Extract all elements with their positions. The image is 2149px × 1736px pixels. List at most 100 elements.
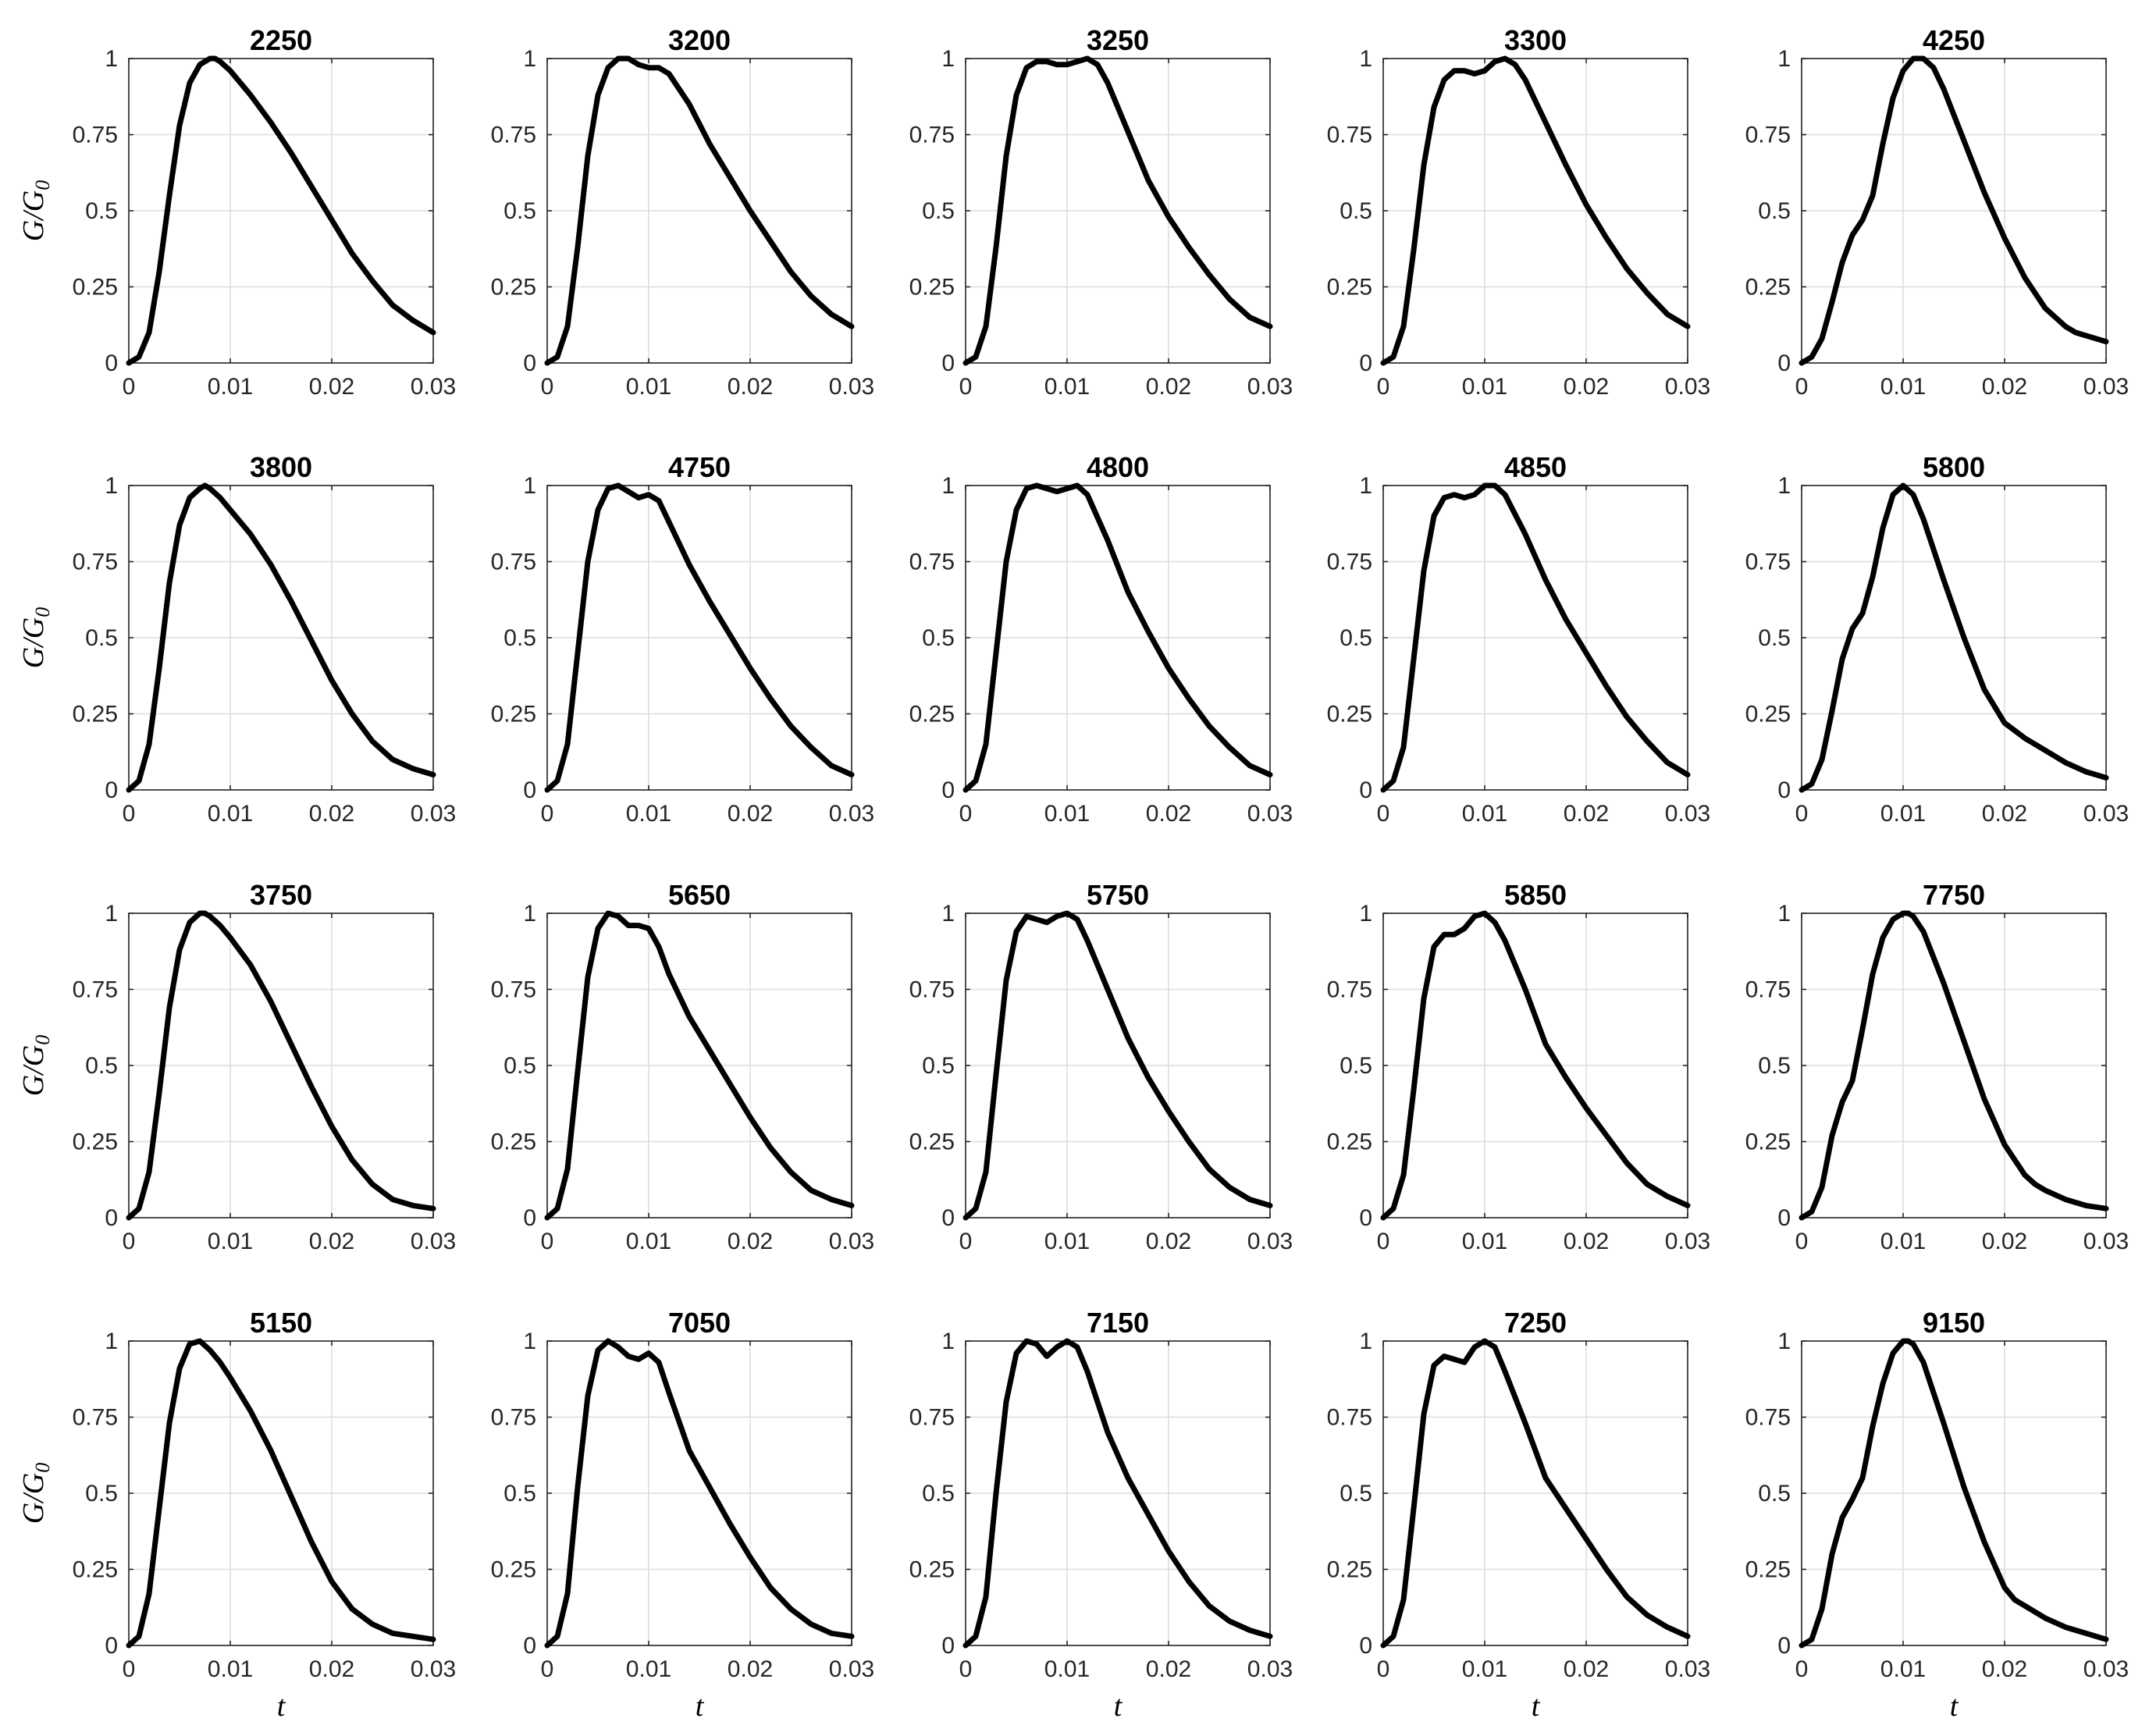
x-tick-label: 0.02 [309, 1229, 354, 1254]
y-tick-label: 0.75 [909, 123, 955, 148]
x-axis-label: t [277, 1690, 286, 1723]
y-tick-label: 0 [1359, 1205, 1372, 1231]
y-tick-label: 0.5 [85, 1481, 118, 1507]
subplot-7050: 0 0.01 0.02 0.03 0 0.25 0.5 0.75 1 7050 t [491, 1307, 875, 1723]
y-tick-label: 0.5 [922, 625, 955, 651]
x-tick-label: 0.03 [1665, 801, 1710, 827]
x-tick-label: 0.03 [411, 801, 456, 827]
y-tick-label: 0 [1359, 350, 1372, 376]
series-line-0 [962, 1338, 1273, 1649]
y-tick-label: 0.25 [1745, 1129, 1791, 1155]
y-tick-label: 0.5 [922, 1053, 955, 1079]
x-tick-label: 0 [1377, 1229, 1390, 1254]
y-tick-label: 1 [1777, 1329, 1791, 1354]
y-tick-label: 0.5 [922, 198, 955, 224]
x-tick-label: 0.01 [1462, 374, 1507, 400]
y-tick-label: 0.5 [503, 625, 536, 651]
y-tick-label: 1 [523, 473, 536, 499]
subplot-5850: 0 0.01 0.02 0.03 0 0.25 0.5 0.75 1 5850 [1327, 879, 1711, 1254]
y-tick-label: 0.25 [909, 1557, 955, 1583]
x-tick-label: 0.01 [1462, 1656, 1507, 1682]
y-tick-label: 0.5 [85, 198, 118, 224]
y-tick-label: 1 [105, 473, 118, 499]
y-tick-label: 0.75 [1327, 977, 1372, 1003]
y-tick-label: 0.75 [1745, 977, 1791, 1003]
subplot-title: 4850 [1504, 451, 1567, 483]
subplot-3750: 0 0.01 0.02 0.03 0 0.25 0.5 0.75 1 3750 G/G0 [17, 879, 456, 1254]
y-tick-label: 0.75 [491, 977, 536, 1003]
subplot-5800: 0 0.01 0.02 0.03 0 0.25 0.5 0.75 1 5800 [1745, 451, 2129, 827]
series-line-0 [1380, 55, 1691, 366]
series-line-0 [1799, 482, 2109, 793]
x-tick-label: 0.03 [1665, 374, 1710, 400]
subplot-title: 4800 [1087, 451, 1149, 483]
subplot-title: 7050 [668, 1307, 731, 1339]
x-tick-label: 0 [959, 801, 973, 827]
y-tick-label: 0.75 [1327, 550, 1372, 575]
series-line-0 [1799, 1338, 2109, 1649]
series-line-0 [1799, 55, 2109, 366]
x-tick-label: 0.01 [208, 801, 253, 827]
y-tick-label: 0.5 [1340, 1053, 1372, 1079]
x-tick-label: 0.02 [1146, 801, 1191, 827]
x-tick-label: 0 [541, 1229, 554, 1254]
y-tick-label: 1 [1359, 46, 1372, 72]
x-tick-label: 0.02 [1146, 1229, 1191, 1254]
x-tick-label: 0.02 [728, 374, 773, 400]
y-tick-label: 0.25 [1327, 702, 1372, 727]
y-tick-label: 0 [1359, 777, 1372, 803]
series-line-0 [544, 1338, 855, 1649]
x-tick-label: 0.03 [829, 1229, 874, 1254]
y-tick-label: 0.5 [1758, 625, 1791, 651]
y-tick-label: 1 [1359, 1329, 1372, 1354]
x-tick-label: 0 [1377, 1656, 1390, 1682]
y-tick-label: 0 [941, 1205, 955, 1231]
series-line-0 [126, 1338, 436, 1649]
x-tick-label: 0.03 [829, 374, 874, 400]
y-tick-label: 1 [105, 901, 118, 927]
y-tick-label: 0.25 [491, 1129, 536, 1155]
x-tick-label: 0 [541, 1656, 554, 1682]
x-tick-label: 0 [959, 374, 973, 400]
x-axis-label: t [696, 1690, 705, 1723]
y-tick-label: 0.5 [503, 198, 536, 224]
x-tick-label: 0.01 [1044, 1656, 1090, 1682]
subplot-4250: 0 0.01 0.02 0.03 0 0.25 0.5 0.75 1 4250 [1745, 24, 2129, 400]
x-tick-label: 0.01 [626, 1229, 671, 1254]
x-tick-label: 0 [959, 1656, 973, 1682]
x-tick-label: 0.01 [1462, 801, 1507, 827]
series-line-0 [544, 55, 855, 366]
subplot-title: 5750 [1087, 879, 1149, 911]
series-line-0 [1380, 482, 1691, 793]
y-tick-label: 0.75 [73, 550, 118, 575]
x-axis-label: t [1950, 1690, 1959, 1723]
y-tick-label: 0.75 [491, 123, 536, 148]
y-tick-label: 0.75 [1327, 1405, 1372, 1431]
subplot-4750: 0 0.01 0.02 0.03 0 0.25 0.5 0.75 1 4750 [491, 451, 875, 827]
series-line-0 [962, 910, 1273, 1221]
subplot-title: 5150 [250, 1307, 312, 1339]
series-line-0 [962, 55, 1273, 366]
x-tick-label: 0.01 [626, 1656, 671, 1682]
y-tick-label: 0.25 [1745, 275, 1791, 301]
x-tick-label: 0.01 [208, 1229, 253, 1254]
y-tick-label: 0.75 [73, 977, 118, 1003]
x-tick-label: 0.01 [1044, 801, 1090, 827]
y-tick-label: 0 [1777, 350, 1791, 376]
x-tick-label: 0 [1795, 1229, 1809, 1254]
x-tick-label: 0 [1795, 801, 1809, 827]
y-tick-label: 0 [105, 777, 118, 803]
x-tick-label: 0.02 [1982, 374, 2027, 400]
y-tick-label: 1 [1777, 46, 1791, 72]
y-tick-label: 0 [941, 350, 955, 376]
y-tick-label: 0.75 [491, 550, 536, 575]
y-tick-label: 0.25 [73, 1129, 118, 1155]
y-tick-label: 0.25 [73, 275, 118, 301]
x-tick-label: 0.03 [411, 1656, 456, 1682]
y-tick-label: 0.5 [85, 1053, 118, 1079]
y-tick-label: 0.25 [1327, 275, 1372, 301]
y-tick-label: 1 [941, 473, 955, 499]
subplot-3250: 0 0.01 0.02 0.03 0 0.25 0.5 0.75 1 3250 [909, 24, 1293, 400]
subplot-title: 9150 [1923, 1307, 1985, 1339]
